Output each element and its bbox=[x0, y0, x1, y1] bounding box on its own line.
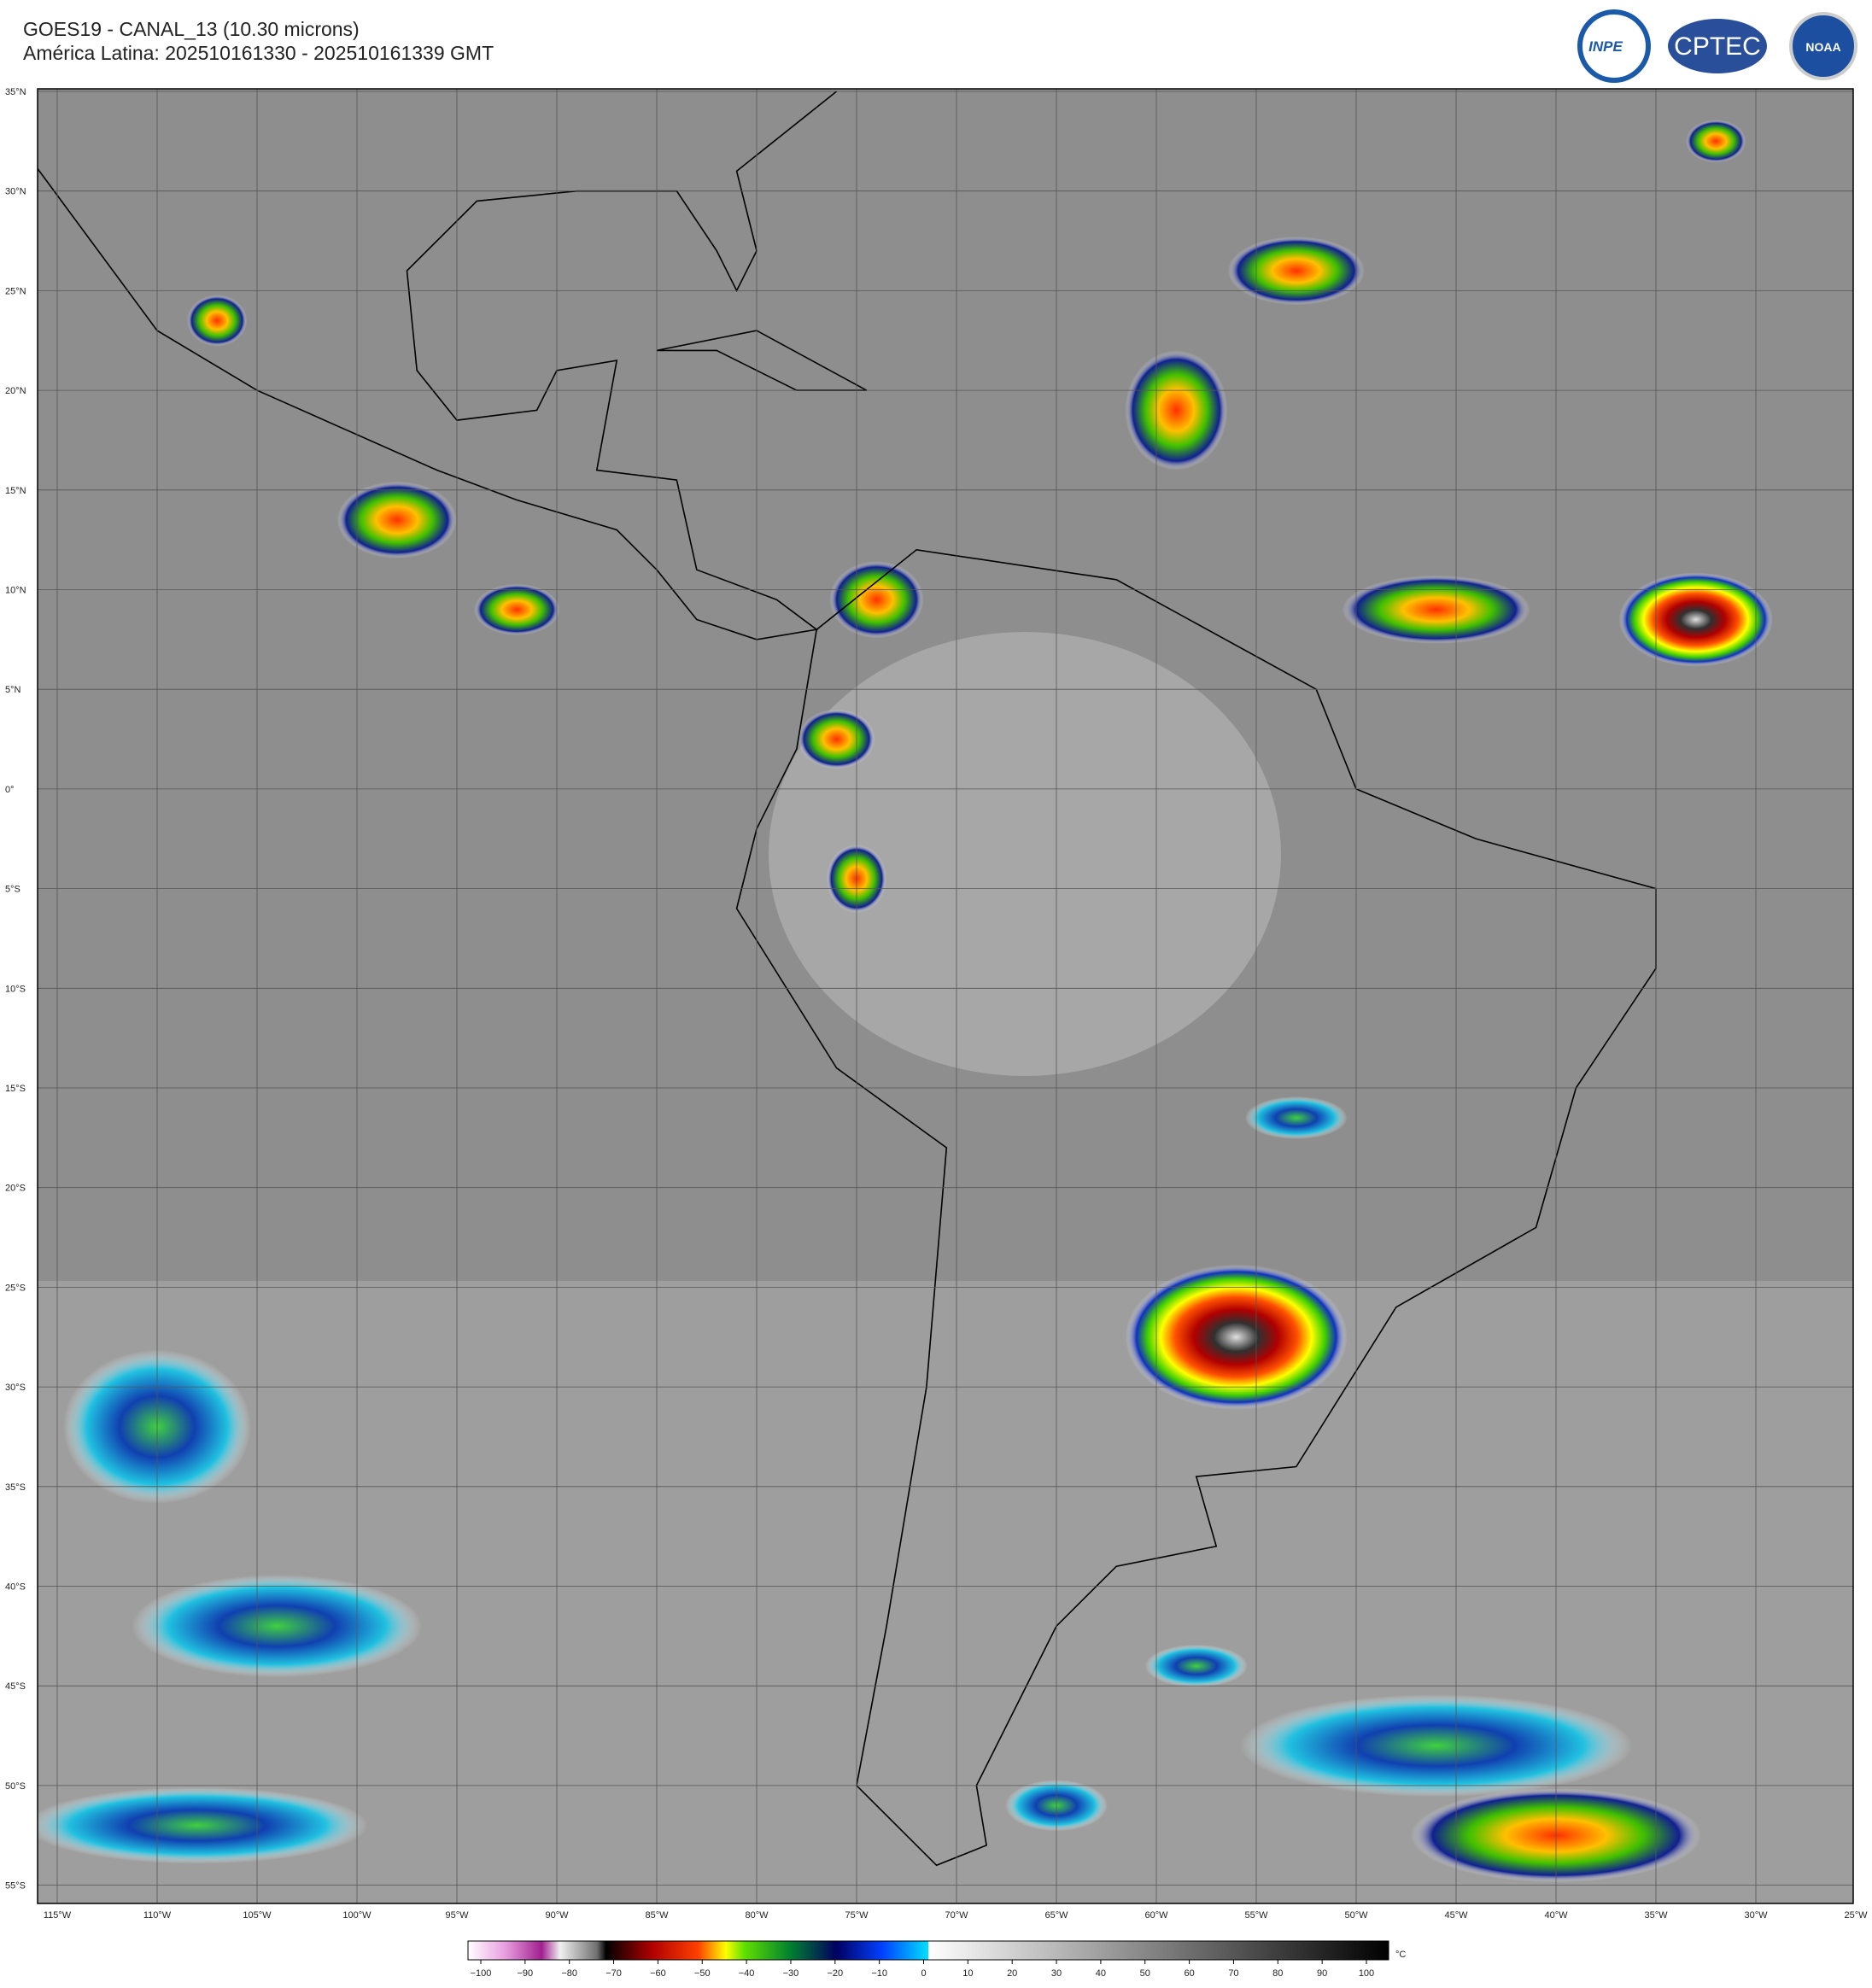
colorbar-tick-label: −60 bbox=[650, 1968, 666, 1979]
map-frame bbox=[37, 88, 1854, 1904]
cloud-system bbox=[1227, 237, 1365, 306]
longitude-label: 90°W bbox=[545, 1910, 569, 1921]
longitude-label: 95°W bbox=[445, 1910, 469, 1921]
subtitle: América Latina: 202510161330 - 202510161… bbox=[23, 42, 494, 64]
noaa-label: NOAA bbox=[1805, 40, 1840, 54]
latitude-label: 10°N bbox=[5, 586, 26, 596]
longitude-label: 50°W bbox=[1344, 1910, 1368, 1921]
colorbar-tick-label: 60 bbox=[1184, 1968, 1194, 1979]
colorbar-tick-label: 40 bbox=[1096, 1968, 1106, 1979]
cloud-system bbox=[132, 1575, 423, 1678]
latitude-label: 35°S bbox=[5, 1482, 26, 1493]
colorbar-tick-label: 20 bbox=[1007, 1968, 1017, 1979]
cloud-system bbox=[1244, 1096, 1348, 1140]
latitude-label: 55°S bbox=[5, 1881, 26, 1892]
longitude-label: 25°W bbox=[1844, 1910, 1868, 1921]
satellite-image bbox=[38, 89, 1853, 1903]
colorbar-tick-label: −10 bbox=[871, 1968, 887, 1979]
colorbar-tick-label: −30 bbox=[783, 1968, 799, 1979]
longitude-label: 30°W bbox=[1744, 1910, 1768, 1921]
colorbar-tick-label: 0 bbox=[921, 1968, 926, 1979]
inpe-logo bbox=[1577, 9, 1651, 83]
longitude-label: 115°W bbox=[44, 1910, 72, 1921]
latitude-label: 30°N bbox=[5, 187, 26, 197]
cloud-system bbox=[336, 481, 457, 558]
cloud-system bbox=[474, 583, 560, 635]
colorbar-tick-label: −80 bbox=[561, 1968, 577, 1979]
cloud-system bbox=[798, 709, 875, 769]
logos: INPE CPTEC NOAA bbox=[1577, 9, 1857, 83]
latitude-label: 0° bbox=[5, 785, 15, 795]
latitude-label: 10°S bbox=[5, 984, 26, 994]
cloud-system bbox=[1342, 575, 1530, 644]
latitude-label: 35°N bbox=[5, 87, 26, 97]
longitude-label: 80°W bbox=[745, 1910, 769, 1921]
colorbar-tick-label: 100 bbox=[1359, 1968, 1374, 1979]
latitude-label: 25°N bbox=[5, 286, 26, 296]
cloud-band bbox=[769, 632, 1281, 1076]
cloud-system bbox=[1686, 120, 1746, 163]
colorbar-tick-label: −90 bbox=[518, 1968, 534, 1979]
latitude-label: 15°N bbox=[5, 486, 26, 496]
cloud-system bbox=[1125, 1264, 1348, 1410]
cloud-system bbox=[1618, 572, 1773, 667]
cloud-system bbox=[187, 295, 248, 347]
colorbar-tick-label: −40 bbox=[739, 1968, 755, 1979]
colorbar: °C −100 −90 −80 −70 −60 −50 −40 −30 −20 −10 0 10 20 3… bbox=[467, 1940, 1406, 1979]
colorbar-tick-label: 50 bbox=[1140, 1968, 1150, 1979]
inpe-label: INPE bbox=[1588, 38, 1623, 55]
title: GOES19 - CANAL_13 (10.30 microns) bbox=[23, 18, 360, 40]
longitude-label: 75°W bbox=[845, 1910, 869, 1921]
cloud-system bbox=[1239, 1694, 1633, 1798]
colorbar-tick-label: −70 bbox=[605, 1968, 622, 1979]
latitude-label: 20°N bbox=[5, 386, 26, 396]
noaa-logo bbox=[1789, 12, 1857, 80]
longitude-label: 100°W bbox=[342, 1910, 371, 1921]
latitude-label: 15°S bbox=[5, 1084, 26, 1094]
latitude-label: 20°S bbox=[5, 1184, 26, 1194]
colorbar-tick-label: −100 bbox=[471, 1968, 492, 1979]
latitude-label: 50°S bbox=[5, 1781, 26, 1792]
colorbar-tick-label: 80 bbox=[1272, 1968, 1283, 1979]
cloud-system bbox=[829, 561, 924, 639]
colorbar-tick-label: −20 bbox=[827, 1968, 843, 1979]
latitude-label: 30°S bbox=[5, 1383, 26, 1393]
cptec-logo bbox=[1668, 19, 1767, 73]
colorbar-tick-label: 90 bbox=[1317, 1968, 1327, 1979]
colorbar-tick-label: 30 bbox=[1051, 1968, 1062, 1979]
colorbar-tick-label: −50 bbox=[694, 1968, 711, 1979]
latitude-label: 5°N bbox=[5, 685, 21, 695]
colorbar-tick-label: 10 bbox=[962, 1968, 973, 1979]
cloud-system bbox=[1144, 1644, 1248, 1687]
longitude-label: 65°W bbox=[1044, 1910, 1068, 1921]
longitude-label: 35°W bbox=[1644, 1910, 1668, 1921]
cloud-system bbox=[38, 1786, 368, 1864]
colorbar-scale bbox=[467, 1940, 1389, 1961]
latitude-label: 45°S bbox=[5, 1681, 26, 1692]
longitude-label: 45°W bbox=[1444, 1910, 1468, 1921]
longitude-label: 105°W bbox=[243, 1910, 272, 1921]
longitude-label: 70°W bbox=[945, 1910, 968, 1921]
coastline bbox=[735, 548, 1657, 1867]
latitude-label: 25°S bbox=[5, 1283, 26, 1293]
coastline bbox=[38, 91, 838, 640]
longitude-label: 110°W bbox=[143, 1910, 172, 1921]
colorbar-unit: °C bbox=[1395, 1950, 1406, 1960]
cptec-label: CPTEC bbox=[1674, 32, 1761, 61]
cloud-system bbox=[1125, 350, 1228, 471]
longitude-label: 40°W bbox=[1544, 1910, 1568, 1921]
longitude-label: 85°W bbox=[645, 1910, 669, 1921]
colorbar-tick-label: 70 bbox=[1228, 1968, 1238, 1979]
latitude-label: 40°S bbox=[5, 1582, 26, 1593]
latitude-label: 5°S bbox=[5, 885, 20, 895]
longitude-label: 60°W bbox=[1144, 1910, 1168, 1921]
longitude-label: 55°W bbox=[1244, 1910, 1268, 1921]
